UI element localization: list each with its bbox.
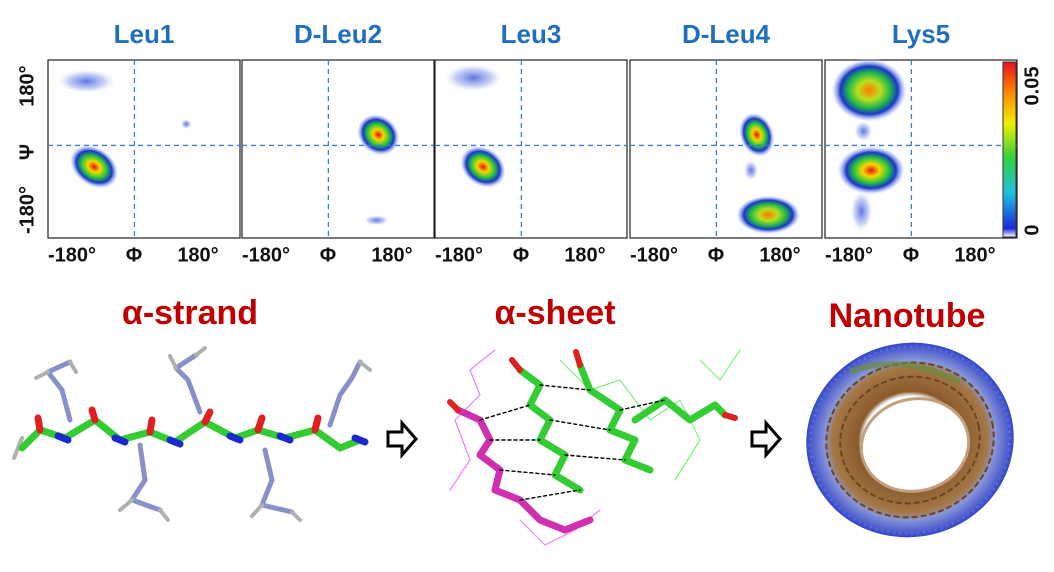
density-region — [743, 159, 759, 182]
x-label: Φ — [903, 244, 919, 266]
density-region — [442, 63, 505, 93]
ramachandran-panel: Leu1 -180° Φ 180° — [47, 19, 241, 266]
arrow — [386, 419, 418, 459]
panel-title: Leu3 — [501, 19, 562, 49]
x-label: Φ — [320, 244, 336, 266]
colorbar-min: 0 — [1021, 224, 1043, 235]
ramachandran-panel: D-Leu2 -180° Φ 180° — [241, 19, 435, 266]
x-label: 180° — [954, 244, 995, 266]
x-label: -180° — [435, 244, 483, 266]
density-region — [853, 120, 874, 142]
x-label: 180° — [759, 244, 800, 266]
structure-label: Nanotube — [829, 297, 986, 335]
structure-label: α-strand — [122, 294, 258, 332]
x-label: Φ — [513, 244, 529, 266]
x-label: -180° — [630, 244, 678, 266]
density-region — [69, 144, 119, 190]
x-label: 180° — [371, 244, 412, 266]
panel-title: D-Leu4 — [682, 19, 771, 49]
density-region — [55, 68, 118, 94]
colorbar-max: 0.05 — [1021, 67, 1043, 106]
plot-area — [241, 59, 435, 239]
x-label: Φ — [708, 244, 724, 266]
alpha-sheet-model — [447, 349, 741, 546]
density-region — [830, 58, 908, 123]
y-label-bottom: -180° — [16, 186, 38, 234]
structure-label: α-sheet — [494, 294, 615, 332]
density-region — [836, 145, 906, 196]
density-region — [849, 189, 873, 233]
panel-title: Lys5 — [892, 19, 950, 49]
x-label: 180° — [177, 244, 218, 266]
density-region — [735, 195, 801, 235]
panel-title: Leu1 — [114, 19, 175, 49]
density-region — [459, 145, 507, 189]
panel-title: D-Leu2 — [294, 19, 382, 49]
y-label-axis: Ψ — [16, 144, 38, 160]
arrow — [750, 419, 782, 459]
density-region — [180, 118, 193, 130]
colorbar — [1002, 61, 1017, 238]
ramachandran-panels: Leu1 -180° Φ 180° D-Leu2 -180° Φ 180° Leu3 -180° Φ… — [47, 19, 1018, 266]
x-label: -180° — [242, 244, 290, 266]
y-label-top: 180° — [16, 65, 38, 106]
alpha-strand-model — [12, 346, 372, 522]
x-label: Φ — [126, 244, 142, 266]
x-label: 180° — [564, 244, 605, 266]
ramachandran-panel: D-Leu4 -180° Φ 180° — [629, 19, 823, 266]
nanotube-model — [806, 342, 1014, 538]
ramachandran-panel: Lys5 -180° Φ 180° — [824, 19, 1018, 266]
x-label: -180° — [48, 244, 96, 266]
density-region — [362, 214, 390, 226]
ramachandran-panel: Leu3 -180° Φ 180° — [434, 19, 628, 266]
x-label: -180° — [825, 244, 873, 266]
